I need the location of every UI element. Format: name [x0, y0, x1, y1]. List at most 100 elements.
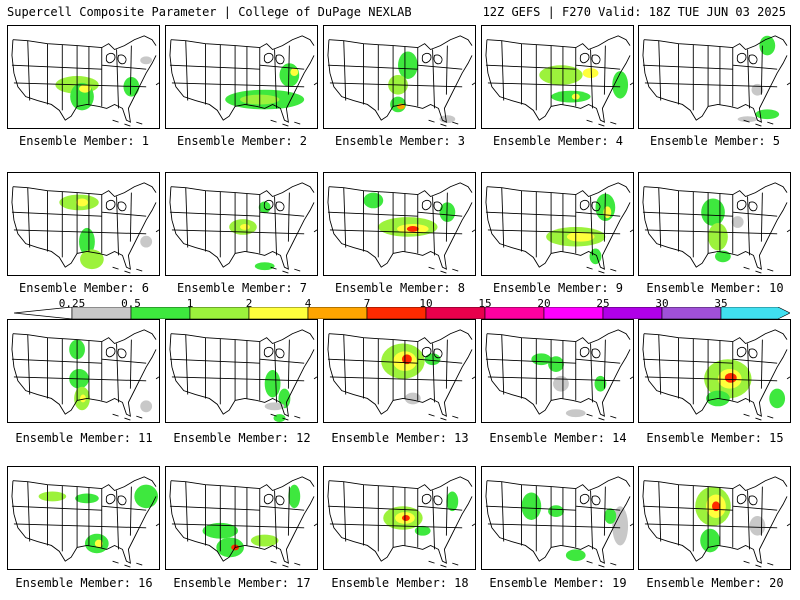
scp-contour	[751, 83, 764, 96]
ensemble-map-panel	[638, 319, 791, 423]
scp-contour	[612, 71, 629, 99]
us-map	[11, 35, 159, 127]
scp-field	[701, 198, 744, 263]
scp-contour	[288, 484, 301, 509]
scp-field	[202, 484, 301, 558]
scp-field	[69, 339, 153, 413]
colorbar-tick-label: 0.5	[121, 297, 141, 310]
scp-field	[55, 56, 153, 111]
us-map	[485, 182, 633, 274]
colorbar-segment	[661, 307, 722, 319]
scp-contour	[94, 539, 103, 548]
scp-contour	[531, 353, 552, 366]
colorbar-segment	[543, 307, 604, 319]
ensemble-member-label: Ensemble Member: 15	[646, 431, 784, 445]
scp-contour	[424, 353, 441, 366]
color-scale-bar	[14, 307, 790, 319]
scp-contour	[401, 354, 412, 365]
scp-contour	[76, 198, 88, 207]
scp-field	[381, 343, 441, 405]
scp-contour	[548, 505, 564, 518]
ensemble-member-label: Ensemble Member: 3	[334, 134, 466, 148]
scp-contour	[140, 400, 153, 413]
colorbar-segment	[425, 307, 486, 319]
colorbar-tick-label: 30	[655, 297, 669, 310]
us-map	[327, 329, 475, 421]
ensemble-member-label: Ensemble Member: 2	[176, 134, 308, 148]
ensemble-map-panel	[165, 319, 318, 423]
scp-contour	[79, 227, 95, 256]
scp-contour	[749, 516, 766, 536]
ensemble-member-label: Ensemble Member: 12	[173, 431, 311, 445]
us-map	[642, 182, 790, 274]
ensemble-member-label: Ensemble Member: 13	[331, 431, 469, 445]
scp-contour	[714, 250, 731, 263]
scp-contour	[264, 370, 281, 398]
ensemble-member-label: Ensemble Member: 19	[489, 576, 627, 590]
scp-contour	[553, 375, 569, 392]
colorbar-segment	[484, 307, 545, 319]
colorbar-segment	[366, 307, 427, 319]
colorbar-segment	[720, 307, 790, 319]
colorbar-tick-label: 15	[478, 297, 492, 310]
scp-field	[264, 370, 291, 422]
scp-contour	[548, 356, 564, 372]
ensemble-member-label: Ensemble Member: 7	[176, 281, 308, 295]
us-map	[485, 329, 633, 421]
colorbar-tick-label: 10	[419, 297, 433, 310]
ensemble-map-panel	[165, 466, 318, 570]
scp-contour	[712, 501, 720, 512]
scp-contour	[75, 493, 99, 504]
colorbar-tick-label: 20	[537, 297, 551, 310]
scp-field	[704, 359, 786, 409]
scp-contour	[264, 402, 285, 411]
scp-contour	[769, 388, 786, 409]
us-map	[327, 476, 475, 568]
scp-contour	[566, 231, 595, 242]
valid-time: 12Z GEFS | F270 Valid: 18Z TUE JUN 03 20…	[482, 5, 786, 19]
scp-contour	[38, 491, 67, 502]
colorbar-segment	[189, 307, 250, 319]
us-map	[11, 329, 159, 421]
scp-field	[539, 65, 629, 103]
us-map	[485, 35, 633, 127]
colorbar-tick-label: 25	[596, 297, 610, 310]
scp-field	[38, 484, 159, 554]
scp-contour	[401, 515, 410, 521]
ensemble-map-panel	[7, 319, 160, 423]
ensemble-map-panel	[638, 466, 791, 570]
us-map	[169, 329, 317, 422]
ensemble-map-panel	[323, 172, 476, 276]
colorbar-tick-label: 2	[245, 297, 253, 310]
scp-contour	[363, 192, 384, 209]
scp-contour	[565, 549, 586, 562]
scp-field	[229, 201, 275, 271]
scp-contour	[290, 68, 299, 77]
scp-contour	[414, 525, 431, 536]
scp-contour	[755, 109, 780, 120]
us-map	[485, 476, 633, 568]
ensemble-map-panel	[7, 172, 160, 276]
scp-contour	[250, 534, 279, 547]
colorbar-tick-label: 7	[363, 297, 371, 310]
us-map	[327, 35, 475, 127]
ensemble-member-label: Ensemble Member: 11	[15, 431, 153, 445]
colorbar-segment	[602, 307, 663, 319]
scp-contour	[278, 388, 291, 409]
ensemble-map-panel	[481, 25, 634, 129]
us-map	[169, 182, 317, 274]
scp-contour	[134, 484, 159, 509]
ensemble-member-label: Ensemble Member: 18	[331, 576, 469, 590]
ensemble-map-panel	[481, 172, 634, 276]
ensemble-map-panel	[481, 319, 634, 423]
ensemble-member-label: Ensemble Member: 14	[489, 431, 627, 445]
us-map	[169, 476, 317, 568]
colorbar-segment	[307, 307, 368, 319]
ensemble-member-label: Ensemble Member: 6	[18, 281, 150, 295]
scp-contour	[724, 372, 737, 383]
ensemble-map-panel	[323, 466, 476, 570]
page-title: Supercell Composite Parameter | College …	[7, 5, 412, 19]
ensemble-map-panel	[323, 25, 476, 129]
scp-contour	[216, 537, 244, 558]
scp-contour	[404, 392, 421, 405]
